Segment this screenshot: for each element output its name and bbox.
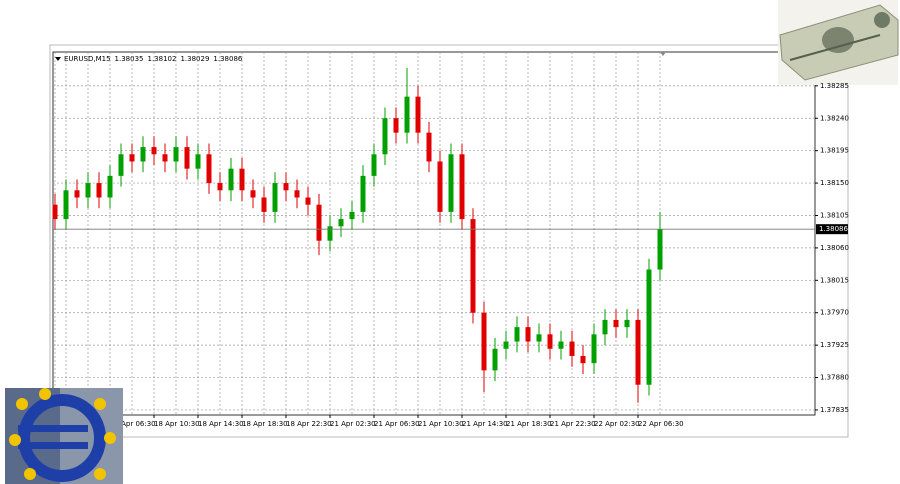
y-tick-label: 1.37835	[820, 406, 849, 414]
candle-body	[338, 219, 344, 227]
candle-body	[52, 204, 58, 220]
x-tick-label: 21 Apr 22:30	[550, 420, 596, 428]
candle-body	[349, 211, 355, 220]
candle-body	[217, 183, 223, 191]
x-tick-label: 18 Apr 06:30	[110, 420, 156, 428]
x-tick-label: 18 Apr 10:30	[154, 420, 200, 428]
candle-body	[459, 154, 465, 220]
candle-body	[206, 154, 212, 184]
candle-body	[261, 197, 267, 212]
candle-body	[239, 168, 245, 191]
candle-body	[393, 118, 399, 133]
y-tick-label: 1.37880	[820, 374, 849, 382]
candle-body	[624, 319, 630, 328]
x-tick-label: 21 Apr 18:30	[506, 420, 552, 428]
candle-body	[492, 348, 498, 371]
x-tick-label: 18 Apr 14:30	[198, 420, 244, 428]
candle-body	[602, 319, 608, 335]
candle-body	[74, 190, 80, 198]
candle-body	[85, 183, 91, 198]
candle-body	[162, 154, 168, 162]
candle-body	[481, 312, 487, 371]
candle-body	[514, 327, 520, 342]
current-price-label: 1.38086	[819, 225, 848, 233]
candle-body	[360, 175, 366, 212]
candle-body	[635, 319, 641, 385]
candle-body	[107, 175, 113, 198]
x-tick-label: 21 Apr 06:30	[374, 420, 420, 428]
candle-body	[184, 147, 190, 169]
symbol: EURUSD,M15	[64, 55, 111, 63]
chart-frame	[49, 44, 849, 438]
candle-body	[657, 229, 663, 270]
y-tick-label: 1.38060	[820, 244, 849, 252]
x-tick-label: 21 Apr 10:30	[418, 420, 464, 428]
candle-body	[140, 147, 146, 162]
candle-body	[470, 219, 476, 313]
candle-body	[327, 226, 333, 241]
candle-body	[129, 154, 135, 162]
y-tick-label: 1.37970	[820, 309, 849, 317]
euro-image	[5, 388, 123, 484]
candle-body	[448, 154, 454, 212]
dollar-image	[778, 0, 899, 85]
candle-body	[371, 154, 377, 176]
collapse-arrow	[55, 57, 61, 61]
x-tick-label: 18 Apr 22:30	[286, 420, 332, 428]
plot-area	[52, 51, 816, 416]
x-tick-label: 22 Apr 06:30	[638, 420, 684, 428]
candle-body	[96, 183, 102, 198]
candle-body	[63, 190, 69, 220]
x-tick-label: 22 Apr 02:30	[594, 420, 640, 428]
candle-body	[173, 147, 179, 162]
header-value: 1.38102	[148, 55, 177, 63]
header-value: 1.38086	[213, 55, 242, 63]
candle-body	[503, 341, 509, 349]
candle-body	[569, 341, 575, 356]
candle-body	[404, 96, 410, 133]
candle-body	[437, 161, 443, 212]
candle-body	[305, 197, 311, 205]
candle-body	[283, 183, 289, 191]
y-tick-label: 1.38195	[820, 147, 849, 155]
current-price-box	[816, 224, 848, 235]
candle-body	[426, 132, 432, 162]
chart-header: EURUSD,M15 1.38035 1.38102 1.38029 1.38086	[64, 55, 243, 63]
y-tick-label: 1.38105	[820, 211, 849, 219]
candle-body	[580, 355, 586, 364]
candle-body	[382, 118, 388, 155]
candle-body	[294, 190, 300, 198]
y-tick-label: 1.37925	[820, 341, 849, 349]
y-tick-label: 1.38150	[820, 179, 849, 187]
candle-body	[525, 327, 531, 342]
shift-marker	[660, 52, 666, 56]
candle-body	[591, 334, 597, 364]
y-tick-label: 1.38240	[820, 114, 849, 122]
candle-body	[613, 319, 619, 328]
candle-body	[646, 269, 652, 385]
candle-body	[250, 190, 256, 198]
candle-body	[415, 96, 421, 133]
x-tick-label: 21 Apr 02:30	[330, 420, 376, 428]
candle-body	[195, 154, 201, 169]
y-tick-label: 1.38285	[820, 82, 849, 90]
candle-body	[118, 154, 124, 176]
candle-body	[316, 204, 322, 241]
header-value: 1.38035	[115, 55, 144, 63]
candle-body	[228, 168, 234, 191]
candle-body	[547, 334, 553, 349]
candle-body	[151, 147, 157, 155]
x-tick-label: 21 Apr 14:30	[462, 420, 508, 428]
header-value: 1.38029	[180, 55, 209, 63]
candle-body	[272, 183, 278, 212]
x-tick-label: 18 Apr 18:30	[242, 420, 288, 428]
y-tick-label: 1.38015	[820, 276, 849, 284]
candle-body	[558, 341, 564, 349]
candle-body	[536, 334, 542, 342]
